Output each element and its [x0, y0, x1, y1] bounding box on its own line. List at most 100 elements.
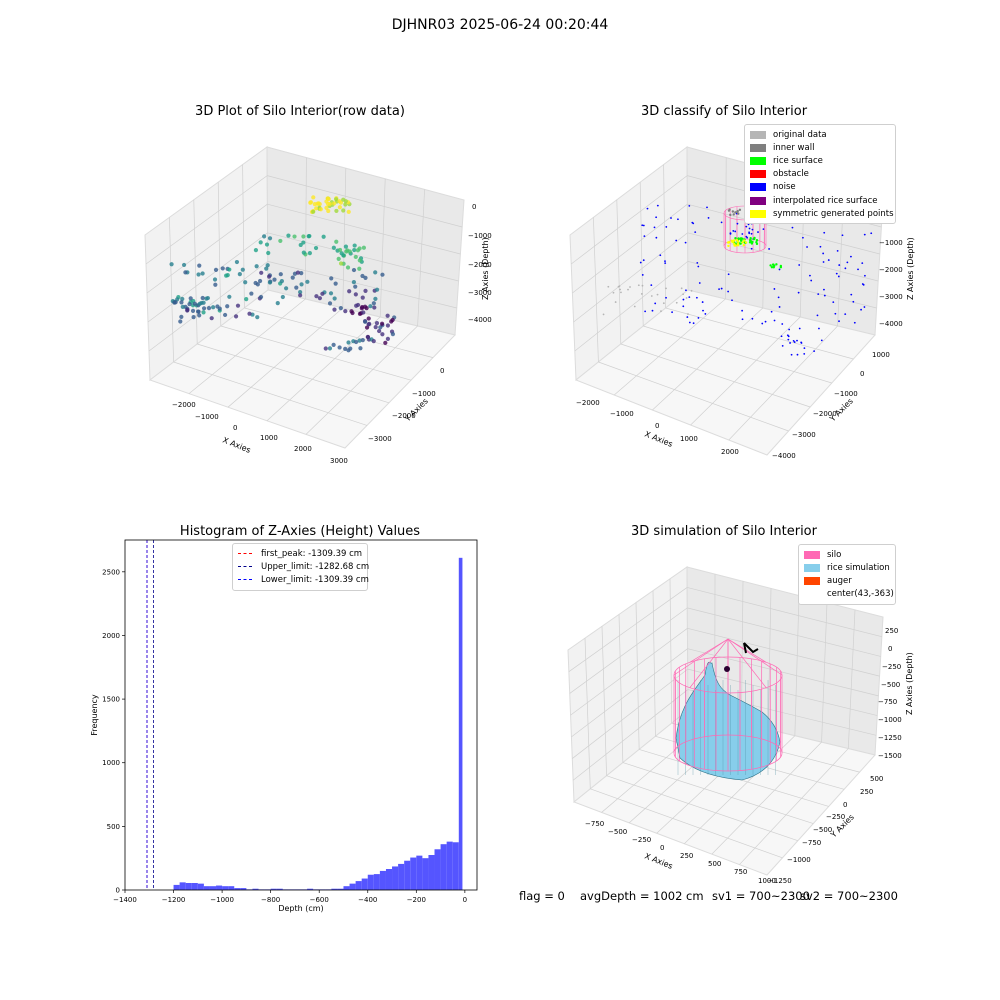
- sim-x-tick-label: −750: [585, 820, 604, 828]
- raw-point: [347, 249, 352, 254]
- raw-point: [352, 247, 357, 253]
- classify-point: [664, 262, 667, 265]
- sim-z-tick-label: −750: [878, 698, 897, 706]
- classify-point: [800, 342, 803, 344]
- classify-point: [692, 322, 695, 325]
- hist-bar: [270, 888, 277, 890]
- raw-point: [390, 332, 396, 337]
- raw-point: [191, 315, 196, 320]
- raw-point: [301, 250, 306, 255]
- raw-point: [338, 306, 343, 311]
- hist-bar: [373, 874, 380, 890]
- raw-x-tick-5: 3000: [330, 457, 348, 465]
- raw-point: [317, 296, 322, 301]
- raw-point: [326, 208, 331, 214]
- classify-point: [749, 239, 752, 242]
- raw-point: [327, 346, 333, 351]
- classify-point: [813, 350, 816, 353]
- raw-point: [278, 238, 283, 244]
- sim-y-tick-label: 250: [860, 788, 873, 796]
- raw-point: [368, 304, 373, 309]
- raw-point: [237, 272, 242, 277]
- raw-point: [385, 336, 391, 341]
- raw-point: [323, 346, 328, 351]
- classify-point: [761, 322, 764, 325]
- legend-label-rice-sim: rice simulation: [827, 562, 890, 573]
- raw-point: [196, 309, 201, 314]
- classify-point: [737, 237, 740, 240]
- classify-point: [741, 237, 744, 240]
- classify-point: [862, 283, 865, 286]
- raw-point: [338, 261, 344, 266]
- raw-point: [286, 233, 291, 238]
- classify-x-tick-0: −2000: [576, 399, 600, 407]
- raw-point: [306, 234, 311, 239]
- raw-z-tick-1: −3000: [468, 289, 492, 297]
- classify-point: [736, 210, 739, 214]
- classify-y-tick-5: 1000: [872, 351, 890, 359]
- raw-point: [357, 338, 362, 343]
- raw-point: [380, 272, 385, 277]
- hist-bar: [416, 855, 423, 890]
- raw-point: [358, 346, 363, 351]
- raw-point: [255, 282, 260, 287]
- classify-point: [665, 226, 668, 228]
- sim-z-tick-label: 250: [885, 627, 898, 635]
- classify-point: [682, 298, 685, 301]
- raw-z-tick-4: 0: [472, 203, 476, 211]
- raw-point: [327, 301, 333, 306]
- hist-bar: [179, 882, 186, 890]
- classify-point: [619, 288, 621, 291]
- classify-point: [797, 291, 800, 294]
- classify-point: [691, 221, 694, 224]
- raw-point: [336, 256, 341, 261]
- raw-point: [272, 277, 277, 282]
- hist-x-tick-label: −600: [310, 896, 329, 904]
- classify-point: [779, 264, 783, 268]
- raw-point: [211, 305, 216, 310]
- legend-label-original: original data: [773, 129, 827, 140]
- raw-point: [334, 208, 339, 214]
- raw-plot-title: 3D Plot of Silo Interior(row data): [195, 104, 405, 119]
- classify-point: [641, 284, 644, 287]
- raw-point: [217, 306, 222, 311]
- classify-x-tick-1: −1000: [610, 410, 634, 418]
- classify-point: [642, 259, 645, 262]
- classify-point: [755, 239, 759, 242]
- raw-point: [200, 271, 205, 276]
- classify-point: [629, 286, 631, 288]
- classify-point: [770, 266, 774, 269]
- legend-line-lower-limit: [238, 579, 252, 581]
- sim-x-tick-label: −250: [632, 836, 651, 844]
- classify-z-tick-1: −3000: [879, 293, 903, 301]
- classify-point: [720, 287, 723, 290]
- classify-point: [697, 265, 700, 268]
- sim-x-tick-label: 1000: [758, 877, 776, 885]
- raw-point: [233, 314, 239, 319]
- classify-point: [744, 241, 748, 244]
- classify-point: [729, 232, 732, 235]
- classify-point: [775, 263, 778, 266]
- classify-point: [650, 284, 653, 287]
- raw-point: [363, 319, 368, 324]
- classify-point: [684, 241, 687, 244]
- legend-label-first-peak: first_peak: -1309.39 cm: [261, 548, 363, 559]
- raw-x-label: X Axies: [221, 436, 252, 455]
- classify-point: [680, 287, 683, 290]
- hist-y-tick-label: 500: [107, 823, 120, 831]
- classify-point: [688, 321, 691, 324]
- classify-point: [620, 291, 622, 294]
- raw-point: [311, 209, 316, 214]
- hist-x-tick-label: 0: [463, 896, 467, 904]
- classify-point: [846, 261, 849, 264]
- classify-point: [863, 306, 866, 308]
- sim-legend-item: rice simulation: [804, 561, 890, 574]
- classify-plot-title: 3D classify of Silo Interior: [640, 104, 808, 119]
- hist-bar: [252, 888, 259, 890]
- classify-point: [832, 301, 835, 304]
- raw-point: [267, 236, 273, 241]
- legend-swatch-rice-surface: [750, 156, 766, 165]
- raw-point: [213, 267, 219, 272]
- classify-point: [698, 282, 701, 284]
- raw-point: [316, 201, 321, 206]
